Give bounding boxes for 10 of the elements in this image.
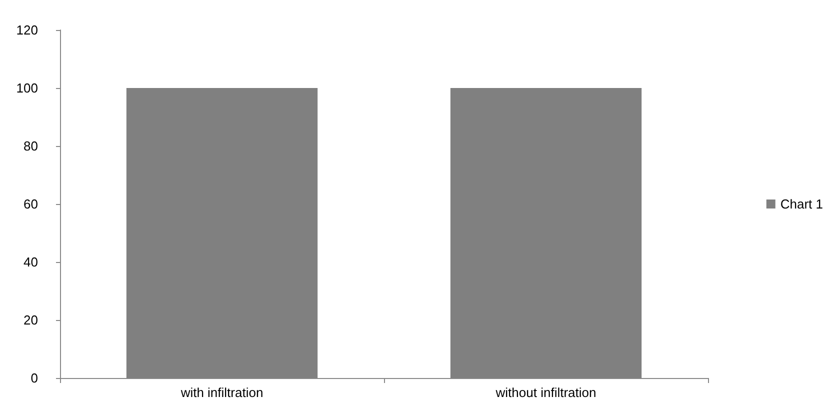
y-tick-label: 0 bbox=[30, 370, 38, 386]
y-tick-label: 120 bbox=[16, 22, 38, 38]
y-tick-label: 60 bbox=[24, 196, 38, 212]
y-tick-label: 20 bbox=[24, 312, 38, 328]
y-tick-label: 80 bbox=[24, 138, 38, 154]
x-tick-label: without infiltration bbox=[494, 385, 596, 400]
x-tick-label: with infiltration bbox=[180, 385, 264, 400]
legend-label: Chart 1 bbox=[780, 196, 824, 212]
y-tick-label: 100 bbox=[16, 80, 38, 96]
y-tick-label: 40 bbox=[24, 254, 38, 270]
